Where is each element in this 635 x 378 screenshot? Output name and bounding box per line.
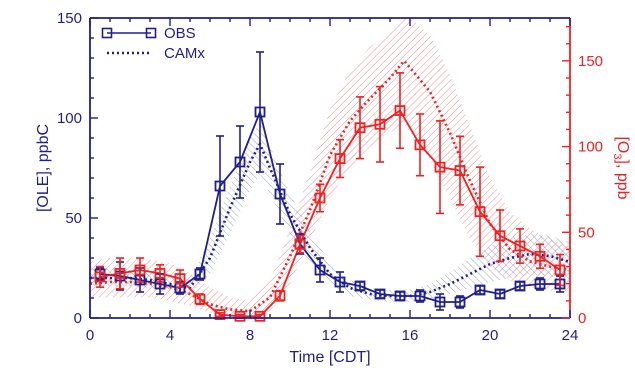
x-tick-label: 24 [562, 327, 579, 344]
uncertainty-bands [90, 18, 570, 317]
x-tick-label: 8 [246, 327, 254, 344]
point-obs-o3 [154, 268, 166, 279]
point-obs [334, 276, 346, 288]
point-obs-o3 [174, 273, 186, 284]
point-obs [434, 296, 446, 308]
point-obs-o3 [494, 230, 506, 242]
point-obs [354, 280, 366, 292]
y-left-tick-label: 150 [57, 10, 82, 27]
point-obs-o3 [374, 118, 386, 130]
y-right-tick-label: 0 [578, 310, 586, 327]
point-obs-o3 [94, 271, 106, 283]
point-obs-o3 [274, 290, 286, 302]
point-obs [274, 188, 286, 200]
point-obs-o3 [134, 264, 146, 276]
point-obs [414, 290, 426, 302]
point-obs [314, 264, 326, 276]
point-obs [474, 284, 486, 296]
point-obs [234, 156, 246, 168]
legend-obs-marker [145, 27, 157, 39]
point-obs-o3 [354, 122, 366, 134]
point-obs [394, 290, 406, 302]
point-obs-o3 [394, 105, 406, 116]
legend-entry-camx: CAMx [164, 45, 205, 62]
point-obs-o3 [414, 139, 426, 151]
point-obs-o3 [214, 309, 226, 320]
x-tick-label: 4 [166, 327, 174, 344]
y-left-tick-label: 0 [74, 310, 82, 327]
point-obs [514, 280, 526, 292]
x-tick-label: 12 [322, 327, 339, 344]
point-obs [214, 180, 226, 192]
legend: OBS CAMx [101, 25, 205, 62]
y-right-tick-label: 100 [578, 139, 603, 156]
y-right-title-subscript: 3 [611, 153, 623, 159]
point-obs-o3 [194, 293, 206, 305]
point-obs-o3 [474, 206, 486, 218]
line-camx-o3 [89, 58, 571, 313]
point-obs-o3 [514, 240, 526, 252]
point-obs-o3 [234, 310, 246, 322]
x-tick-label: 16 [402, 327, 419, 344]
x-tick-label: 20 [482, 327, 499, 344]
band-camx [90, 122, 570, 302]
point-obs [374, 288, 386, 300]
point-obs [534, 278, 546, 290]
legend-obs-marker [101, 27, 113, 39]
point-obs-o3 [114, 268, 126, 279]
x-tick-label: 0 [86, 327, 94, 344]
band-camx-o3 [90, 18, 570, 317]
y-left-axis-title: [OLE], ppbC [35, 124, 52, 212]
y-right-tick-label: 150 [578, 53, 603, 70]
y-left-tick-label: 100 [57, 110, 82, 127]
point-obs [454, 296, 466, 308]
point-obs [194, 268, 206, 280]
point-obs [254, 106, 266, 118]
point-obs-o3 [314, 192, 326, 204]
point-obs-o3 [254, 310, 266, 322]
point-obs-o3 [294, 238, 306, 250]
point-obs-o3 [534, 250, 546, 262]
y-right-axis-title: [O3], ppb [611, 136, 631, 199]
y-right-title-part: [O [614, 136, 631, 153]
point-obs-o3 [334, 153, 346, 164]
point-obs-o3 [434, 161, 446, 173]
y-right-tick-label: 50 [578, 224, 595, 241]
point-obs-o3 [554, 264, 566, 276]
x-axis-title: Time [CDT] [289, 349, 370, 366]
y-left-tick-label: 50 [65, 210, 82, 227]
legend-entry-obs: OBS [164, 25, 196, 42]
point-obs-o3 [454, 165, 466, 176]
point-obs [494, 288, 506, 300]
y-right-title-part: ], ppb [614, 159, 631, 199]
